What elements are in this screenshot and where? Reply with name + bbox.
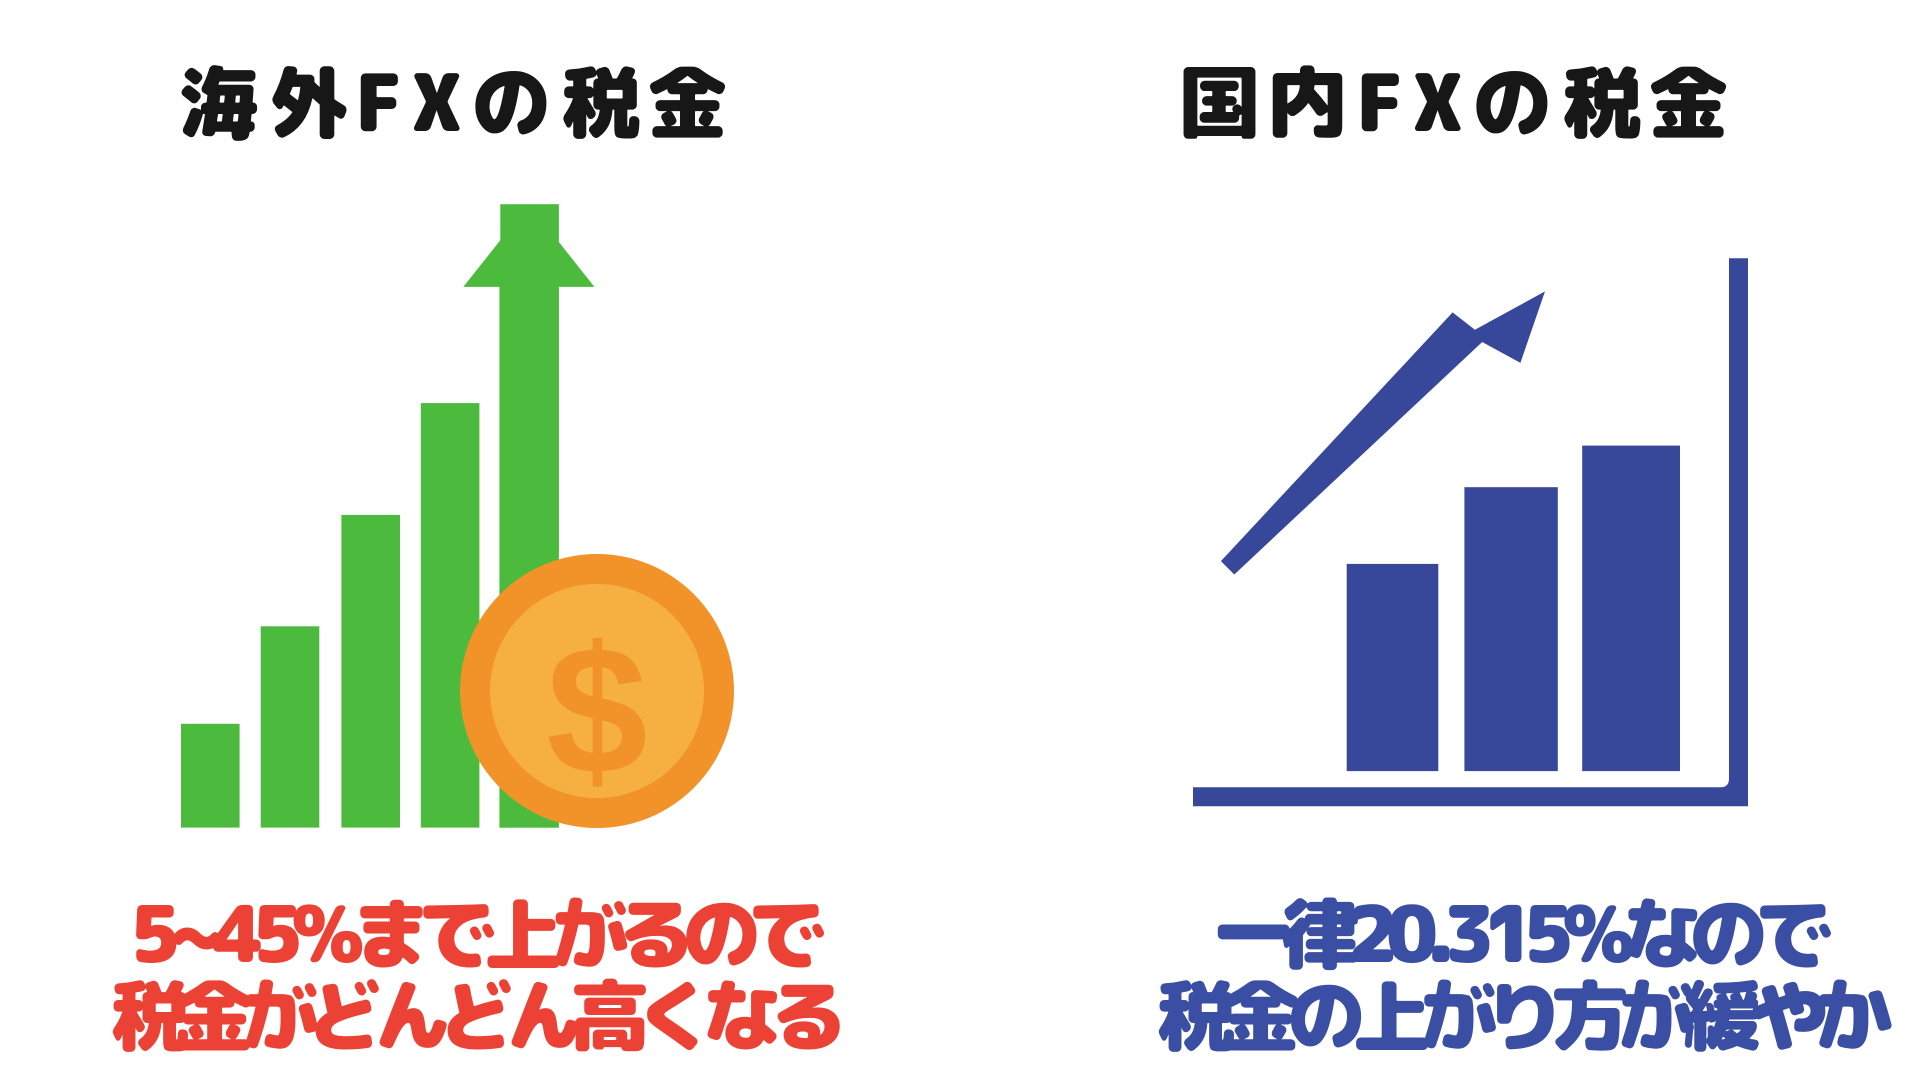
svg-text:$: $ xyxy=(546,608,647,812)
